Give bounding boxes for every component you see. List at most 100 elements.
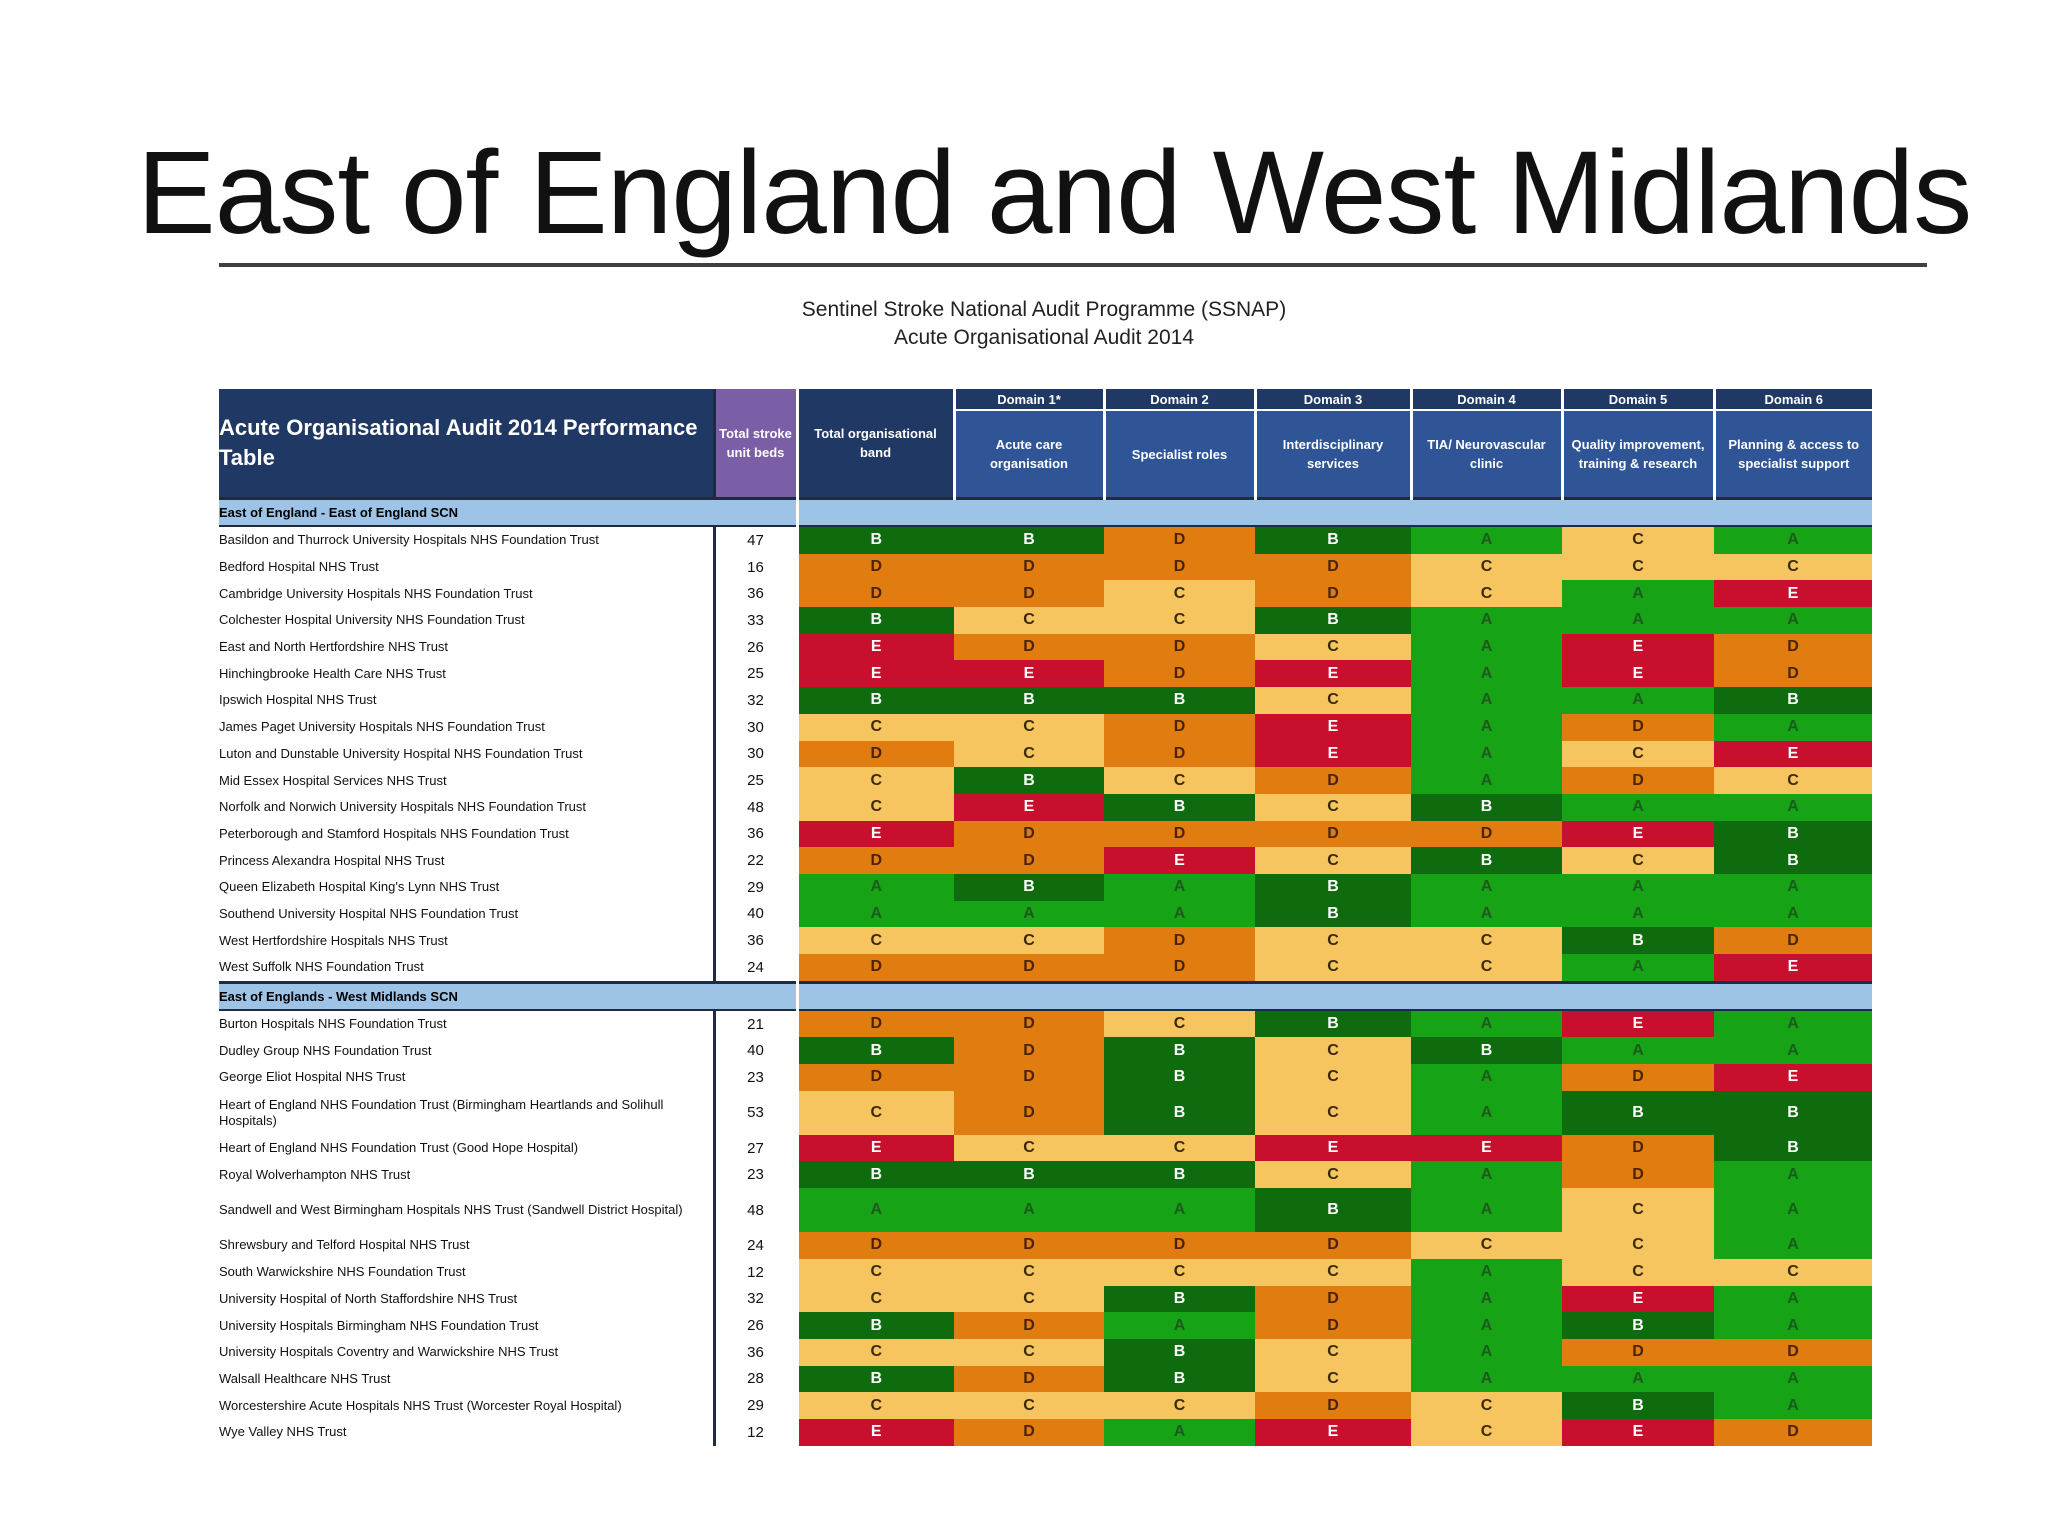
domain-5-grade: B xyxy=(1562,1392,1714,1419)
table-row: Princess Alexandra Hospital NHS Trust 22 D… xyxy=(219,847,1872,874)
domain-2-grade: A xyxy=(1104,900,1255,928)
domain-3-grade: C xyxy=(1255,793,1411,821)
section-header: East of England - East of England SCN xyxy=(219,497,1872,527)
domain-2-grade: A xyxy=(1104,873,1255,901)
domain-2-grade: D xyxy=(1104,927,1255,954)
domain-1-grade: E xyxy=(954,660,1104,688)
domain-5-grade: D xyxy=(1562,1338,1714,1366)
trust-name: Peterborough and Stamford Hospitals NHS … xyxy=(219,825,569,841)
domain-5-grade: D xyxy=(1562,1064,1714,1091)
trust-name: West Suffolk NHS Foundation Trust xyxy=(219,959,424,975)
domain-6-grade: A xyxy=(1714,1365,1872,1393)
domain-1-grade: D xyxy=(954,633,1104,661)
stroke-unit-beds: 28 xyxy=(712,1365,797,1393)
table-row: East and North Hertfordshire NHS Trust 26… xyxy=(219,633,1872,661)
domain-1-grade: B xyxy=(954,1161,1104,1189)
domain-2-grade: B xyxy=(1104,1090,1255,1135)
trust-name: East and North Hertfordshire NHS Trust xyxy=(219,639,449,655)
stroke-unit-beds: 23 xyxy=(712,1161,797,1189)
domain-5-grade: D xyxy=(1562,1134,1714,1162)
trust-name: University Hospitals Coventry and Warwic… xyxy=(219,1344,559,1360)
domain-2-grade: B xyxy=(1104,793,1255,821)
organisational-band: A xyxy=(795,873,954,901)
domain-1-grade: D xyxy=(954,553,1104,581)
domain-4-grade: A xyxy=(1411,660,1562,688)
domain-1-grade: D xyxy=(954,1009,1104,1038)
trust-name: Basildon and Thurrock University Hospita… xyxy=(219,532,599,548)
domain-2-grade: D xyxy=(1104,526,1255,554)
domain-1-grade: D xyxy=(954,1232,1104,1259)
domain-6-grade: C xyxy=(1714,767,1872,794)
domain-5-grade: B xyxy=(1562,927,1714,954)
domain-3-grade: C xyxy=(1255,847,1411,874)
domain-2-grade: C xyxy=(1104,607,1255,634)
organisational-band: B xyxy=(795,1037,954,1065)
domain-2-grade: D xyxy=(1104,553,1255,581)
domain-3-grade: C xyxy=(1255,1258,1411,1286)
domain-6-grade: B xyxy=(1714,687,1872,714)
organisational-band: B xyxy=(795,1312,954,1339)
organisational-band: D xyxy=(795,847,954,874)
table-row: Wye Valley NHS Trust 12 E D A E C E D xyxy=(219,1418,1872,1446)
domain-6-grade: A xyxy=(1714,1188,1872,1233)
stroke-unit-beds: 48 xyxy=(712,1188,797,1233)
trust-name: Heart of England NHS Foundation Trust (G… xyxy=(219,1140,579,1156)
header-domain-3: Domain 3 xyxy=(1253,389,1411,411)
domain-2-grade: D xyxy=(1104,633,1255,661)
domain-3-grade: E xyxy=(1255,660,1411,688)
table-row: George Eliot Hospital NHS Trust 23 D D B C A D E xyxy=(219,1064,1872,1091)
trust-name: Dudley Group NHS Foundation Trust xyxy=(219,1042,432,1058)
stroke-unit-beds: 53 xyxy=(712,1090,797,1135)
domain-6-grade: A xyxy=(1714,1312,1872,1339)
domain-2-grade: D xyxy=(1104,713,1255,741)
header-total-band: Total organisational band xyxy=(795,389,954,499)
domain-6-grade: E xyxy=(1714,954,1872,983)
organisational-band: D xyxy=(795,580,954,608)
domain-6-grade: D xyxy=(1714,633,1872,661)
domain-3-grade: D xyxy=(1255,1285,1411,1313)
table-row: Dudley Group NHS Foundation Trust 40 B D B C B… xyxy=(219,1037,1872,1065)
domain-3-grade: B xyxy=(1255,1009,1411,1038)
trust-name: Colchester Hospital University NHS Found… xyxy=(219,612,525,628)
header-domain-4-label: TIA/ Neurovascular clinic xyxy=(1409,410,1562,499)
organisational-band: A xyxy=(795,900,954,928)
domain-1-grade: B xyxy=(954,767,1104,794)
trust-name: Southend University Hospital NHS Foundat… xyxy=(219,905,519,921)
domain-6-grade: A xyxy=(1714,607,1872,634)
organisational-band: B xyxy=(795,1365,954,1393)
subtitle: Sentinel Stroke National Audit Programme… xyxy=(219,296,1869,352)
domain-4-grade: A xyxy=(1411,633,1562,661)
domain-1-grade: D xyxy=(954,954,1104,983)
table-row: Colchester Hospital University NHS Found… xyxy=(219,607,1872,634)
stroke-unit-beds: 26 xyxy=(712,633,797,661)
domain-4-grade: A xyxy=(1411,1188,1562,1233)
domain-4-grade: C xyxy=(1411,553,1562,581)
domain-3-grade: C xyxy=(1255,687,1411,714)
header-domain-3-label: Interdisciplinary services xyxy=(1253,410,1411,499)
table-row: Heart of England NHS Foundation Trust (B… xyxy=(219,1090,1872,1135)
table-row: Peterborough and Stamford Hospitals NHS … xyxy=(219,820,1872,848)
header-domain-2-label: Specialist roles xyxy=(1102,410,1255,499)
trust-name: Burton Hospitals NHS Foundation Trust xyxy=(219,1016,447,1032)
domain-1-grade: B xyxy=(954,687,1104,714)
domain-6-grade: A xyxy=(1714,873,1872,901)
domain-2-grade: B xyxy=(1104,1161,1255,1189)
section-label: East of Englands - West Midlands SCN xyxy=(219,980,797,1011)
domain-3-grade: C xyxy=(1255,1338,1411,1366)
stroke-unit-beds: 25 xyxy=(712,767,797,794)
domain-3-grade: B xyxy=(1255,1188,1411,1233)
domain-5-grade: A xyxy=(1562,900,1714,928)
table-row: Sandwell and West Birmingham Hospitals N… xyxy=(219,1188,1872,1233)
trust-name: Ipswich Hospital NHS Trust xyxy=(219,692,377,708)
domain-5-grade: B xyxy=(1562,1312,1714,1339)
title-divider xyxy=(219,263,1927,267)
header-domain-6-label: Planning & access to specialist support xyxy=(1712,410,1872,499)
stroke-unit-beds: 12 xyxy=(712,1258,797,1286)
domain-2-grade: C xyxy=(1104,1009,1255,1038)
stroke-unit-beds: 25 xyxy=(712,660,797,688)
stroke-unit-beds: 21 xyxy=(712,1009,797,1038)
header-domain-5-label: Quality improvement, training & research xyxy=(1560,410,1714,499)
organisational-band: E xyxy=(795,820,954,848)
table-row: Shrewsbury and Telford Hospital NHS Trus… xyxy=(219,1232,1872,1259)
stroke-unit-beds: 30 xyxy=(712,740,797,768)
